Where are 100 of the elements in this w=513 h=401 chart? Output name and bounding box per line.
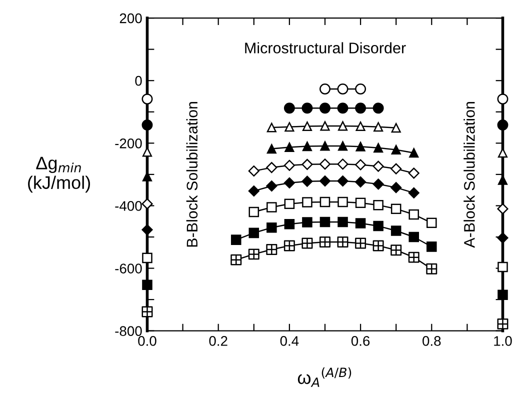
y-tick-label: -400 <box>115 201 142 211</box>
point <box>338 196 348 208</box>
point <box>355 198 366 208</box>
point <box>142 94 153 105</box>
x-tick-label: 0.0 <box>138 336 156 346</box>
point <box>302 102 313 114</box>
point <box>266 144 276 154</box>
y-tick-label: -200 <box>115 138 142 148</box>
point <box>337 84 348 95</box>
point <box>338 141 348 151</box>
point <box>426 242 437 252</box>
point <box>142 280 152 290</box>
point <box>497 203 508 214</box>
point <box>266 202 277 212</box>
point <box>248 228 260 238</box>
point <box>248 248 260 260</box>
point <box>372 178 384 190</box>
y-tick-label: 0 <box>135 76 142 86</box>
point <box>302 176 313 187</box>
point <box>408 187 420 198</box>
x-tick-label: 0.6 <box>351 336 370 346</box>
point <box>320 141 330 151</box>
point <box>337 175 348 187</box>
point <box>373 200 384 210</box>
point <box>408 232 419 242</box>
point <box>142 224 153 236</box>
point <box>390 163 402 174</box>
point <box>355 84 366 95</box>
point <box>409 148 419 158</box>
x-tick-label: 0.2 <box>209 336 228 346</box>
point <box>355 102 366 114</box>
point <box>142 120 153 130</box>
point <box>230 234 242 245</box>
point <box>320 84 330 95</box>
annotation: A-Block Solubilization <box>464 102 475 248</box>
point <box>284 160 295 171</box>
point <box>302 121 312 132</box>
y-tick-label: 200 <box>120 13 142 24</box>
point <box>497 94 508 105</box>
point <box>266 162 278 174</box>
y-axis-title: Δg$_{min}$ (kJ/mol) <box>28 156 90 193</box>
point <box>320 196 330 208</box>
point <box>390 182 402 194</box>
annotation: Microstructural Disorder <box>245 42 406 54</box>
point <box>498 148 508 158</box>
point <box>230 254 242 266</box>
point <box>284 198 295 209</box>
point <box>284 219 295 230</box>
point <box>337 102 348 114</box>
point <box>142 252 152 264</box>
point <box>302 141 312 152</box>
point <box>320 236 330 248</box>
point <box>497 120 508 130</box>
point <box>302 158 313 170</box>
point <box>408 252 420 263</box>
point <box>498 262 508 272</box>
point <box>248 185 260 197</box>
point <box>142 198 153 210</box>
point <box>408 209 419 220</box>
point <box>373 220 384 232</box>
point <box>302 197 312 208</box>
point <box>390 204 402 214</box>
point <box>319 158 331 170</box>
point <box>302 217 312 228</box>
point <box>338 216 348 228</box>
point <box>355 218 366 228</box>
x-tick-label: 0.8 <box>422 336 441 346</box>
y-tick-label: -800 <box>115 326 142 336</box>
point <box>320 121 330 131</box>
x-axis-title: ω$_{A}$$^{(A/B)}$ <box>298 367 352 387</box>
point <box>248 165 260 177</box>
point <box>355 159 366 170</box>
point <box>426 218 437 228</box>
point <box>408 168 420 179</box>
point <box>284 122 294 132</box>
point <box>497 232 508 244</box>
point <box>284 177 295 188</box>
point <box>248 206 260 218</box>
point <box>426 263 438 274</box>
y-tick-label: -600 <box>115 264 142 274</box>
point <box>372 102 384 114</box>
point <box>372 160 384 172</box>
point <box>320 216 330 228</box>
annotation: B-Block Solubilization <box>186 102 198 247</box>
point <box>319 175 331 187</box>
point <box>391 123 401 133</box>
point <box>390 244 402 256</box>
point <box>374 143 384 153</box>
point <box>356 142 366 152</box>
point <box>320 102 330 114</box>
point <box>391 144 401 155</box>
point <box>284 142 294 152</box>
point <box>390 226 402 236</box>
x-tick-label: 1.0 <box>494 336 512 346</box>
point <box>337 158 348 170</box>
point <box>498 290 508 300</box>
point <box>374 122 384 132</box>
point <box>266 222 277 233</box>
point <box>266 244 278 255</box>
x-tick-label: 0.4 <box>280 336 299 346</box>
